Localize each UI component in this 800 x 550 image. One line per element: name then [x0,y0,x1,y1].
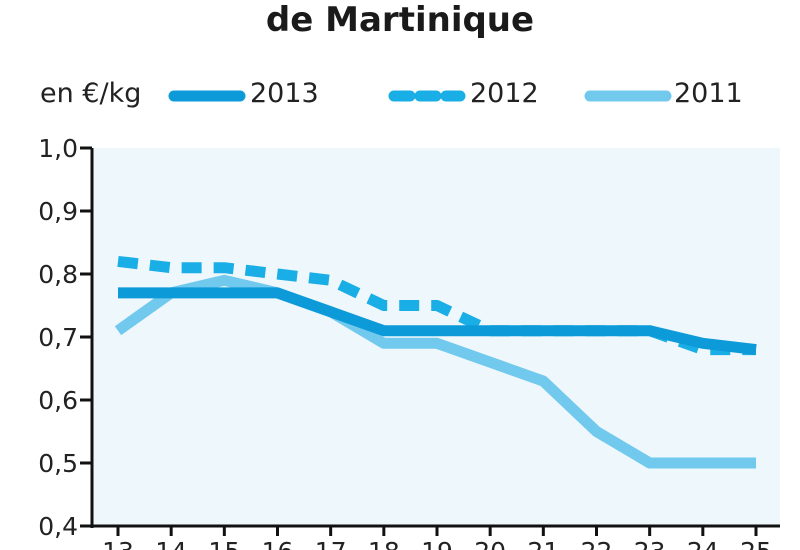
x-tick-label: 14 [155,537,187,550]
y-tick-label: 0,6 [38,386,78,415]
x-tick-label: 22 [581,537,613,550]
x-tick-label: 18 [368,537,400,550]
x-tick-label: 24 [687,537,719,550]
chart-title: de Martinique [265,0,535,40]
x-tick-label: 25 [740,537,772,550]
legend-item-2013: 2013 [168,78,328,114]
x-tick-label: 20 [474,537,506,550]
legend-label-2012: 2012 [470,78,539,109]
x-tick-label: 16 [262,537,294,550]
series-line-2013 [118,287,757,356]
legend-item-2011: 2011 [584,78,764,114]
y-tick-label: 0,4 [38,512,78,541]
legend-swatch-2013 [168,90,246,102]
x-tick-label: 21 [527,537,559,550]
legend-label-2013: 2013 [250,78,319,109]
y-tick-label: 0,5 [38,449,78,478]
x-tick-label: 17 [315,537,347,550]
legend-swatch-2012 [388,90,466,102]
y-tick-label: 0,8 [38,260,78,289]
x-tick-label: 13 [102,537,134,550]
y-tick-label: 0,9 [38,197,78,226]
x-tick-label: 15 [208,537,240,550]
unit-label: en €/kg [40,78,142,109]
x-tick-label: 19 [421,537,453,550]
legend-label-2011: 2011 [674,78,743,109]
legend-swatch-2011 [584,90,672,102]
x-tick-label: 23 [634,537,666,550]
y-tick-label: 0,7 [38,323,78,352]
y-tick-label: 1,0 [38,134,78,163]
series-line-2011 [114,274,756,469]
legend-item-2012: 2012 [388,78,548,114]
